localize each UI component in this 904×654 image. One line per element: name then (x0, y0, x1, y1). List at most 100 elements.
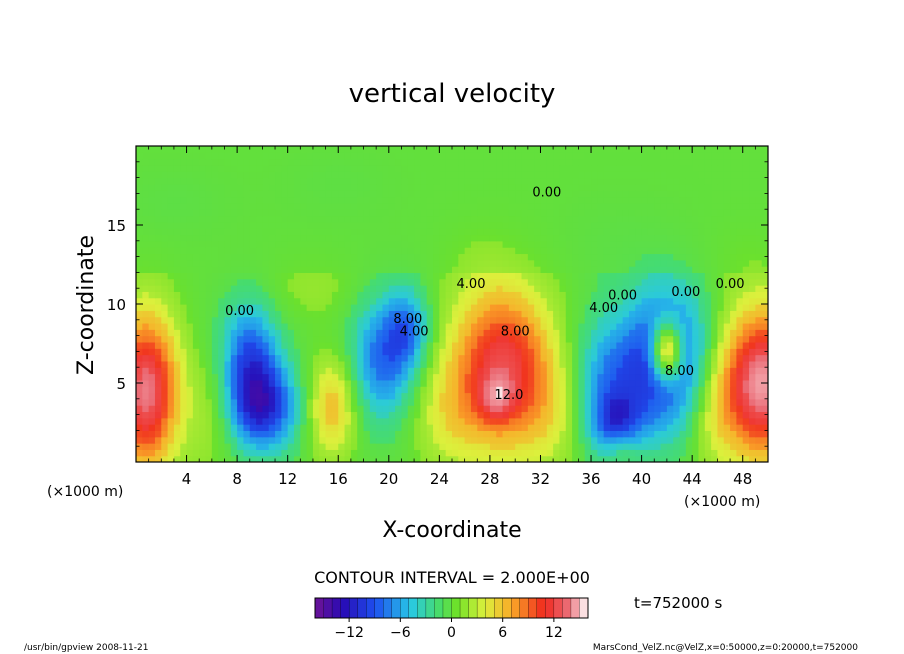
heat-cell (275, 183, 282, 191)
heat-cell (641, 354, 649, 362)
heat-cell (211, 209, 219, 217)
heat-cell (211, 436, 219, 444)
heat-cell (218, 259, 226, 267)
heat-cell (331, 405, 339, 413)
heat-cell (635, 304, 643, 311)
heat-cell (666, 310, 674, 318)
heat-cell (357, 424, 365, 431)
heat-cell (641, 417, 649, 425)
heat-cell (382, 285, 390, 292)
heat-cell (344, 430, 352, 438)
heat-cell (136, 247, 143, 255)
heat-cell (515, 164, 523, 172)
heat-cell (704, 392, 712, 400)
heat-cell (148, 360, 156, 368)
heat-cell (641, 272, 649, 280)
heat-cell (742, 392, 750, 400)
heat-cell (407, 373, 415, 381)
heat-cell (331, 266, 339, 273)
heat-cell (433, 196, 440, 204)
heat-cell (679, 291, 687, 299)
heat-cell (382, 316, 390, 324)
heat-cell (692, 392, 700, 400)
heat-cell (610, 386, 617, 394)
heat-cell (527, 272, 535, 280)
heat-cell (401, 278, 409, 286)
heat-cell (376, 177, 384, 185)
heat-cell (363, 266, 371, 273)
heat-cell (192, 177, 200, 185)
heat-cell (180, 158, 188, 166)
heat-cell (281, 449, 289, 457)
heat-cell (382, 291, 390, 299)
heat-cell (300, 322, 308, 330)
heat-cell (180, 443, 188, 450)
heat-cell (388, 348, 396, 356)
heat-cell (489, 430, 497, 438)
heat-cell (654, 322, 662, 330)
heat-cell (489, 285, 497, 292)
heat-cell (319, 443, 327, 450)
heat-cell (502, 183, 510, 191)
heat-cell (572, 354, 579, 362)
heat-cell (584, 240, 592, 248)
heat-cell (515, 272, 523, 280)
heat-cell (679, 417, 687, 425)
heat-cell (603, 379, 611, 387)
heat-cell (470, 373, 478, 381)
heat-cell (445, 259, 453, 267)
heat-cell (268, 190, 276, 198)
heat-cell (635, 379, 643, 387)
heat-cell (205, 247, 213, 255)
heat-cell (565, 436, 573, 444)
heat-cell (445, 436, 453, 444)
heat-cell (300, 291, 308, 299)
heat-cell (312, 209, 320, 217)
heat-cell (749, 177, 756, 185)
heat-cell (439, 152, 447, 160)
heat-cell (186, 398, 194, 406)
heat-cell (357, 398, 365, 406)
heat-cell (521, 379, 529, 387)
heat-cell (287, 329, 295, 337)
heat-cell (635, 152, 643, 160)
heat-cell (173, 436, 181, 444)
heat-cell (470, 152, 478, 160)
heat-cell (262, 424, 270, 431)
heat-cell (350, 443, 358, 450)
heat-cell (161, 392, 169, 400)
heat-cell (660, 379, 668, 387)
heat-cell (287, 266, 295, 273)
heat-cell (540, 310, 548, 318)
heat-cell (584, 215, 592, 223)
heat-cell (458, 247, 466, 255)
heat-cell (281, 367, 289, 375)
heat-cell (256, 329, 263, 337)
heat-cell (622, 304, 630, 311)
heat-cell (376, 348, 384, 356)
heat-cell (679, 297, 687, 305)
heat-cell (369, 266, 377, 273)
heat-cell (161, 417, 169, 425)
heat-cell (205, 202, 213, 210)
heat-cell (382, 367, 390, 375)
heat-cell (717, 360, 725, 368)
heat-cell (262, 164, 270, 172)
heat-cell (186, 411, 194, 419)
heat-cell (218, 240, 226, 248)
heat-cell (591, 278, 598, 286)
heat-cell (173, 322, 181, 330)
heat-cell (660, 183, 668, 191)
heat-cell (148, 272, 156, 280)
heat-cell (673, 335, 681, 343)
heat-cell (173, 158, 181, 166)
heat-cell (256, 183, 263, 191)
heat-cell (483, 177, 491, 185)
heat-cell (502, 215, 510, 223)
heat-cell (180, 322, 188, 330)
heat-cell (325, 316, 333, 324)
heat-cell (496, 146, 504, 153)
heat-cell (148, 221, 156, 229)
heat-cell (192, 417, 200, 425)
heat-cell (477, 196, 485, 204)
